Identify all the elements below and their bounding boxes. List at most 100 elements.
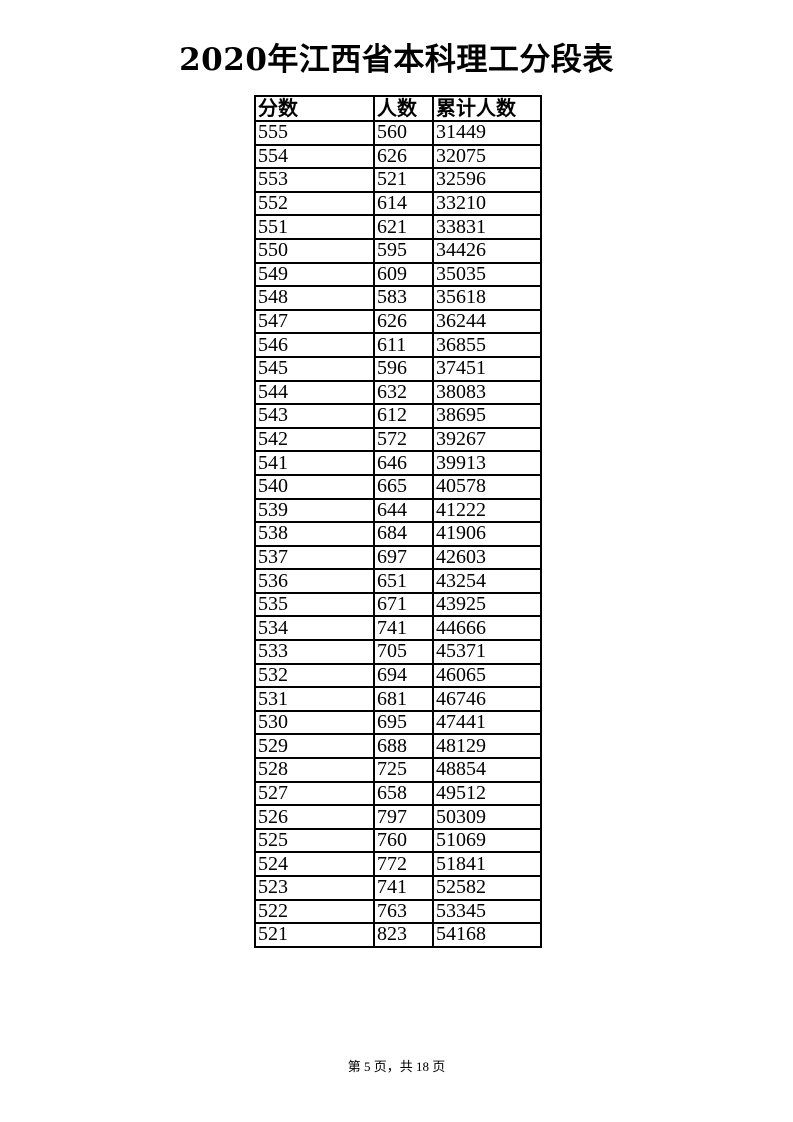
cell-count: 694 (373, 662, 434, 689)
table-row: 538 684 41906 (254, 521, 542, 547)
cell-count: 614 (373, 190, 434, 217)
cell-cumulative: 33831 (432, 214, 542, 240)
cell-cumulative: 47441 (432, 709, 542, 736)
cell-count: 760 (373, 827, 434, 854)
table-row: 523 741 52582 (254, 875, 542, 901)
table-row: 543 612 38695 (254, 403, 542, 429)
table-row: 536 651 43254 (254, 568, 542, 594)
table-row: 525 760 51069 (254, 827, 542, 854)
cell-cumulative: 31449 (432, 120, 542, 146)
cell-cumulative: 42603 (432, 544, 542, 571)
cell-cumulative: 51069 (432, 827, 542, 854)
cell-count: 684 (373, 521, 434, 547)
cell-count: 697 (373, 544, 434, 571)
table-row: 528 725 48854 (254, 757, 542, 783)
cell-score: 545 (254, 355, 375, 382)
table-header-row: 分数 人数 累计人数 (254, 95, 542, 122)
cell-count: 695 (373, 709, 434, 736)
cell-cumulative: 51841 (432, 851, 542, 877)
cell-cumulative: 39267 (432, 426, 542, 453)
cell-score: 553 (254, 167, 375, 193)
cell-score: 535 (254, 591, 375, 618)
table-row: 545 596 37451 (254, 355, 542, 382)
cell-cumulative: 37451 (432, 355, 542, 382)
cell-cumulative: 36855 (432, 332, 542, 358)
table-row: 548 583 35618 (254, 285, 542, 311)
cell-cumulative: 40578 (432, 473, 542, 500)
cell-score: 546 (254, 332, 375, 358)
cell-count: 572 (373, 426, 434, 453)
cell-cumulative: 53345 (432, 898, 542, 925)
header-score: 分数 (254, 95, 375, 122)
cell-count: 671 (373, 591, 434, 618)
cell-count: 609 (373, 261, 434, 288)
table-row: 551 621 33831 (254, 214, 542, 240)
cell-cumulative: 38083 (432, 379, 542, 406)
cell-score: 543 (254, 403, 375, 429)
table-row: 546 611 36855 (254, 332, 542, 358)
cell-count: 741 (373, 875, 434, 901)
cell-count: 651 (373, 568, 434, 594)
cell-cumulative: 41906 (432, 521, 542, 547)
cell-score: 524 (254, 851, 375, 877)
table-row: 526 797 50309 (254, 804, 542, 830)
table-row: 530 695 47441 (254, 709, 542, 736)
table-row: 529 688 48129 (254, 733, 542, 760)
table-body: 555 560 31449 554 626 32075 553 521 32596 552 614 3… (254, 120, 542, 948)
cell-cumulative: 32075 (432, 143, 542, 170)
cell-score: 538 (254, 521, 375, 547)
cell-cumulative: 35618 (432, 285, 542, 311)
header-count: 人数 (373, 95, 434, 122)
cell-score: 552 (254, 190, 375, 217)
cell-count: 521 (373, 167, 434, 193)
cell-score: 541 (254, 450, 375, 476)
cell-score: 539 (254, 497, 375, 524)
cell-cumulative: 43925 (432, 591, 542, 618)
cell-score: 528 (254, 757, 375, 783)
cell-cumulative: 32596 (432, 167, 542, 193)
cell-score: 555 (254, 120, 375, 146)
cell-cumulative: 39913 (432, 450, 542, 476)
cell-cumulative: 38695 (432, 403, 542, 429)
cell-count: 626 (373, 308, 434, 335)
cell-score: 542 (254, 426, 375, 453)
cell-score: 534 (254, 615, 375, 642)
cell-score: 544 (254, 379, 375, 406)
cell-cumulative: 52582 (432, 875, 542, 901)
cell-score: 530 (254, 709, 375, 736)
page-footer: 第 5 页，共 18 页 (347, 1059, 446, 1074)
cell-count: 681 (373, 686, 434, 712)
cell-score: 529 (254, 733, 375, 760)
cell-count: 658 (373, 780, 434, 807)
table-row: 524 772 51841 (254, 851, 542, 877)
table-row: 527 658 49512 (254, 780, 542, 807)
table-row: 522 763 53345 (254, 898, 542, 925)
cell-score: 540 (254, 473, 375, 500)
cell-score: 533 (254, 639, 375, 665)
cell-score: 536 (254, 568, 375, 594)
table-row: 532 694 46065 (254, 662, 542, 689)
cell-cumulative: 50309 (432, 804, 542, 830)
cell-cumulative: 46065 (432, 662, 542, 689)
cell-count: 823 (373, 922, 434, 948)
table-row: 544 632 38083 (254, 379, 542, 406)
table-row: 540 665 40578 (254, 473, 542, 500)
cell-cumulative: 34426 (432, 237, 542, 264)
cell-count: 632 (373, 379, 434, 406)
cell-count: 621 (373, 214, 434, 240)
table-row: 555 560 31449 (254, 120, 542, 146)
cell-cumulative: 35035 (432, 261, 542, 288)
cell-cumulative: 49512 (432, 780, 542, 807)
cell-cumulative: 41222 (432, 497, 542, 524)
cell-count: 763 (373, 898, 434, 925)
table-row: 550 595 34426 (254, 237, 542, 264)
cell-cumulative: 54168 (432, 922, 542, 948)
cell-count: 644 (373, 497, 434, 524)
cell-count: 626 (373, 143, 434, 170)
table-row: 554 626 32075 (254, 143, 542, 170)
cell-cumulative: 33210 (432, 190, 542, 217)
cell-score: 550 (254, 237, 375, 264)
table-row: 534 741 44666 (254, 615, 542, 642)
table-row: 537 697 42603 (254, 544, 542, 571)
cell-count: 560 (373, 120, 434, 146)
